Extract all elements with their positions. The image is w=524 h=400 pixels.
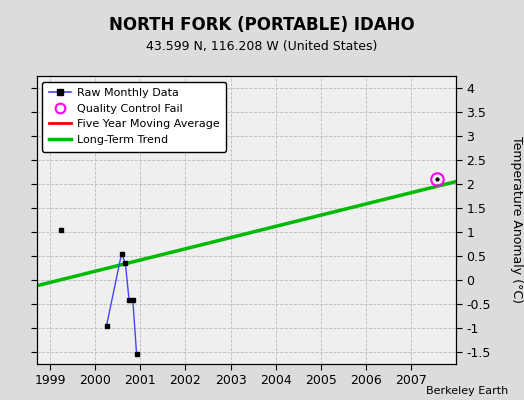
Y-axis label: Temperature Anomaly (°C): Temperature Anomaly (°C) bbox=[510, 136, 523, 304]
Text: 43.599 N, 116.208 W (United States): 43.599 N, 116.208 W (United States) bbox=[146, 40, 378, 53]
Text: NORTH FORK (PORTABLE) IDAHO: NORTH FORK (PORTABLE) IDAHO bbox=[109, 16, 415, 34]
Text: Berkeley Earth: Berkeley Earth bbox=[426, 386, 508, 396]
Legend: Raw Monthly Data, Quality Control Fail, Five Year Moving Average, Long-Term Tren: Raw Monthly Data, Quality Control Fail, … bbox=[42, 82, 226, 152]
